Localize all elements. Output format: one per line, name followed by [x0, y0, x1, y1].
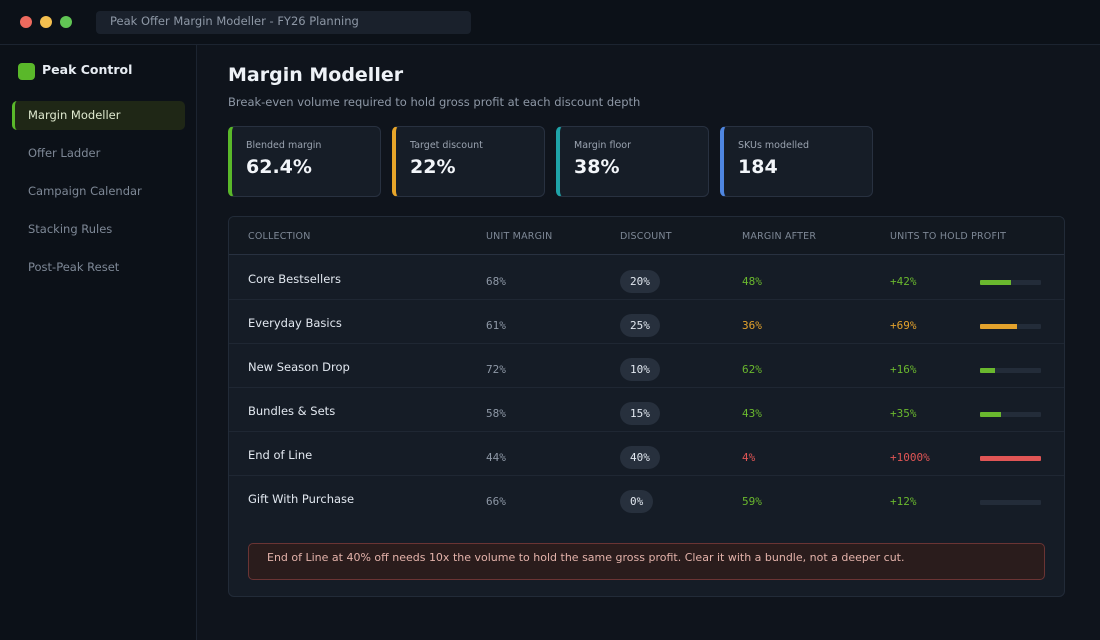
- kpi-card: Target discount 22%: [392, 126, 545, 197]
- units-progress-bar: [980, 500, 1041, 505]
- warning-note: End of Line at 40% off needs 10x the vol…: [248, 543, 1045, 580]
- header-margin-after[interactable]: MARGIN AFTER: [742, 231, 817, 242]
- unit-margin-value: 72%: [486, 363, 506, 376]
- units-to-hold-value: +35%: [890, 407, 917, 420]
- table-row[interactable]: Bundles & Sets 58% 15% 43% +35%: [229, 388, 1064, 432]
- margin-after-value: 62%: [742, 363, 762, 376]
- table-row[interactable]: New Season Drop 72% 10% 62% +16%: [229, 344, 1064, 388]
- collection-name: Gift With Purchase: [248, 492, 355, 506]
- sidebar-item-margin-modeller[interactable]: Margin Modeller: [12, 101, 185, 130]
- discount-badge: 15%: [620, 402, 660, 425]
- collection-name: Bundles & Sets: [248, 404, 336, 418]
- units-to-hold-value: +69%: [890, 319, 917, 332]
- page-title: Margin Modeller: [228, 64, 404, 86]
- discount-badge: 20%: [620, 270, 660, 293]
- window-title: Peak Offer Margin Modeller - FY26 Planni…: [96, 11, 471, 34]
- kpi-label: Margin floor: [574, 140, 631, 151]
- units-progress-fill: [980, 456, 1041, 461]
- unit-margin-value: 66%: [486, 495, 506, 508]
- sidebar-item-stacking-rules[interactable]: Stacking Rules: [28, 222, 113, 236]
- discount-badge: 25%: [620, 314, 660, 337]
- units-to-hold-value: +12%: [890, 495, 917, 508]
- collection-name: End of Line: [248, 448, 313, 462]
- units-progress-bar: [980, 368, 1041, 373]
- table-row[interactable]: Gift With Purchase 66% 0% 59% +12%: [229, 476, 1064, 520]
- table-row[interactable]: Everyday Basics 61% 25% 36% +69%: [229, 300, 1064, 344]
- discount-badge: 0%: [620, 490, 654, 513]
- unit-margin-value: 58%: [486, 407, 506, 420]
- units-progress-fill: [980, 324, 1017, 329]
- page-subtitle: Break-even volume required to hold gross…: [228, 95, 641, 109]
- kpi-card: Margin floor 38%: [556, 126, 709, 197]
- units-progress-fill: [980, 412, 1002, 417]
- units-progress-bar: [980, 280, 1041, 285]
- maximize-window-button[interactable]: [60, 16, 72, 28]
- discount-badge: 40%: [620, 446, 660, 469]
- table-header: COLLECTION UNIT MARGIN DISCOUNT MARGIN A…: [229, 217, 1064, 255]
- kpi-value: 38%: [574, 156, 620, 178]
- unit-margin-value: 44%: [486, 451, 506, 464]
- kpi-label: Target discount: [410, 140, 483, 151]
- margin-after-value: 59%: [742, 495, 762, 508]
- header-unit-margin[interactable]: UNIT MARGIN: [486, 231, 553, 242]
- table-row[interactable]: End of Line 44% 40% 4% +1000%: [229, 432, 1064, 476]
- kpi-label: Blended margin: [246, 140, 322, 151]
- margin-after-value: 43%: [742, 407, 762, 420]
- units-to-hold-value: +42%: [890, 275, 917, 288]
- main-content: Margin Modeller Break-even volume requir…: [197, 45, 1100, 640]
- close-window-button[interactable]: [20, 16, 32, 28]
- units-to-hold-value: +1000%: [890, 451, 930, 464]
- kpi-value: 62.4%: [246, 156, 312, 178]
- kpi-card: SKUs modelled 184: [720, 126, 873, 197]
- kpi-value: 22%: [410, 156, 456, 178]
- header-units-to-hold-profit[interactable]: UNITS TO HOLD PROFIT: [890, 231, 1007, 242]
- units-progress-bar: [980, 456, 1041, 461]
- minimize-window-button[interactable]: [40, 16, 52, 28]
- unit-margin-value: 61%: [486, 319, 506, 332]
- sidebar-item-offer-ladder[interactable]: Offer Ladder: [28, 146, 101, 160]
- table-row[interactable]: Core Bestsellers 68% 20% 48% +42%: [229, 256, 1064, 300]
- margin-after-value: 48%: [742, 275, 762, 288]
- brand-name: Peak Control: [42, 62, 133, 77]
- unit-margin-value: 68%: [486, 275, 506, 288]
- brand-logo-icon: [18, 63, 35, 80]
- kpi-card: Blended margin 62.4%: [228, 126, 381, 197]
- kpi-label: SKUs modelled: [738, 140, 810, 151]
- margin-after-value: 4%: [742, 451, 756, 464]
- title-bar: Peak Offer Margin Modeller - FY26 Planni…: [0, 0, 1100, 45]
- header-discount[interactable]: DISCOUNT: [620, 231, 672, 242]
- collection-name: New Season Drop: [248, 360, 350, 374]
- units-progress-bar: [980, 324, 1041, 329]
- sidebar-item-campaign-calendar[interactable]: Campaign Calendar: [28, 184, 142, 198]
- discount-badge: 10%: [620, 358, 660, 381]
- units-progress-fill: [980, 368, 996, 373]
- margin-table: COLLECTION UNIT MARGIN DISCOUNT MARGIN A…: [228, 216, 1065, 597]
- sidebar: Peak Control Margin Modeller Offer Ladder…: [0, 45, 197, 640]
- collection-name: Everyday Basics: [248, 316, 342, 330]
- collection-name: Core Bestsellers: [248, 272, 341, 286]
- header-collection[interactable]: COLLECTION: [248, 231, 311, 242]
- sidebar-item-post-peak-reset[interactable]: Post-Peak Reset: [28, 260, 120, 274]
- kpi-value: 184: [738, 156, 778, 178]
- units-progress-fill: [980, 280, 1011, 285]
- units-to-hold-value: +16%: [890, 363, 917, 376]
- margin-after-value: 36%: [742, 319, 762, 332]
- units-progress-bar: [980, 412, 1041, 417]
